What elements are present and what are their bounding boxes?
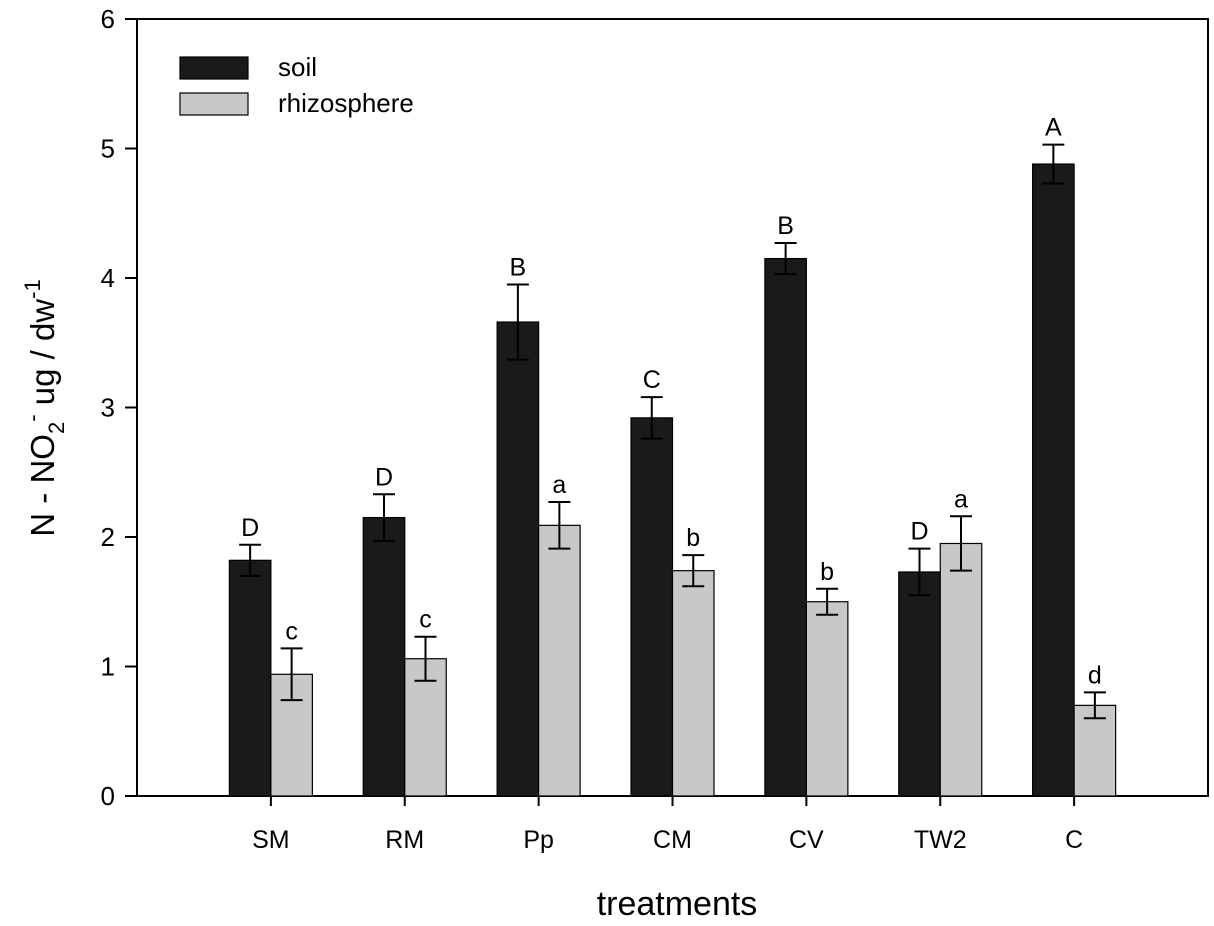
significance-letter: a [552, 471, 566, 499]
bar [1073, 704, 1117, 797]
error-bar [640, 396, 663, 440]
significance-letter: C [643, 366, 661, 394]
error-bar [414, 635, 437, 682]
error-bar [548, 501, 571, 550]
significance-letter: d [1088, 661, 1102, 689]
legend-label: rhizosphere [278, 88, 414, 118]
y-tick-label: 4 [101, 263, 115, 293]
legend-label: soil [278, 52, 317, 82]
error-bar [774, 242, 797, 276]
x-tick-label: RM [385, 826, 424, 854]
x-tick-label: CV [789, 826, 824, 854]
bar [1032, 163, 1075, 797]
error-bar [950, 515, 973, 572]
bar [362, 516, 406, 797]
significance-letter: b [686, 524, 700, 552]
x-tick-label: TW2 [914, 826, 967, 854]
y-axis-label: N - NO2- ug / dw-1 [20, 279, 69, 536]
significance-letter: B [777, 212, 794, 240]
bar [898, 571, 941, 797]
error-bar [239, 543, 262, 577]
y-tick-label: 0 [101, 781, 115, 811]
y-tick-label: 1 [101, 652, 115, 682]
bar [228, 559, 272, 797]
x-tick-label: C [1065, 826, 1083, 854]
significance-letter: D [375, 463, 393, 491]
significance-letter: a [954, 485, 968, 513]
y-tick-label: 5 [101, 134, 115, 164]
significance-letter: c [419, 606, 432, 634]
bar [805, 601, 849, 797]
bar [630, 417, 674, 797]
bar [939, 542, 983, 797]
x-axis-label: treatments [597, 885, 758, 923]
bar [671, 570, 715, 797]
error-bar [816, 587, 839, 616]
significance-letter: D [241, 514, 259, 542]
bar [538, 524, 581, 797]
legend-swatch [179, 56, 249, 80]
error-bar [506, 283, 529, 361]
significance-letter: B [510, 253, 527, 281]
significance-letter: b [820, 558, 834, 586]
error-bar [682, 554, 705, 588]
x-tick-label: CM [653, 826, 692, 854]
bar [496, 321, 540, 797]
y-tick-label: 2 [101, 522, 115, 552]
y-tick-label: 6 [101, 4, 115, 34]
significance-letter: A [1045, 114, 1062, 142]
y-label-part: -1 [20, 279, 45, 299]
error-bar [372, 493, 395, 542]
x-tick-label: SM [252, 826, 290, 854]
error-bar [908, 547, 931, 597]
x-tick-label: Pp [523, 826, 554, 854]
y-tick-label: 3 [101, 393, 115, 423]
y-label-part: - [20, 414, 45, 421]
bar [764, 257, 807, 797]
y-label-part: N - NO [24, 434, 61, 537]
significance-letter: D [910, 518, 928, 546]
legend-swatch [179, 92, 249, 116]
significance-letter: c [285, 617, 298, 645]
error-bar [280, 647, 303, 702]
error-bar [1042, 143, 1065, 185]
y-label-part: 2 [44, 422, 69, 434]
y-label-part: ug / dw [24, 299, 61, 415]
error-bar [1083, 691, 1106, 720]
